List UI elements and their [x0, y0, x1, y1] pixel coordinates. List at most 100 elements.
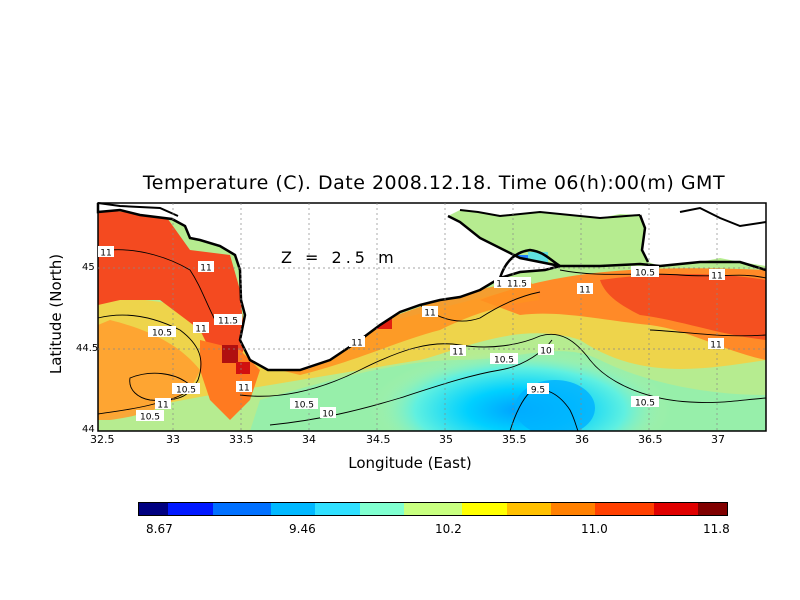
contour-label: 11 — [452, 348, 463, 358]
contour-label-box — [98, 246, 114, 257]
contour-label-box — [193, 322, 209, 333]
x-tick-label: 35.5 — [502, 433, 527, 446]
colorbar — [138, 502, 728, 516]
colorbar-swatch — [653, 503, 669, 515]
colorbar-swatch — [197, 503, 213, 515]
colorbar-swatch — [638, 503, 654, 515]
colorbar-swatch — [550, 503, 566, 515]
colorbar-swatch — [330, 503, 345, 515]
colorbar-swatch — [609, 503, 625, 515]
colorbar-swatch — [403, 503, 419, 515]
colorbar-label: 9.46 — [289, 522, 316, 536]
contour-label-box — [631, 396, 659, 407]
contour-label: 10 — [540, 347, 552, 357]
x-axis-label: Longitude (East) — [348, 454, 472, 472]
contour-label-box — [631, 266, 659, 277]
x-tick-label: 32.5 — [90, 433, 115, 446]
x-tick-label: 33 — [166, 433, 180, 446]
contour-label: 11 — [195, 325, 206, 335]
contour-label-box — [490, 353, 518, 364]
colorbar-label: 10.2 — [435, 522, 462, 536]
contour-label: 10.5 — [140, 413, 160, 423]
colorbar-swatch — [565, 503, 581, 515]
y-axis-label: Latitude (North) — [47, 253, 65, 375]
contour-label: 11 — [710, 341, 721, 351]
contour-label-box — [155, 398, 171, 409]
contour-label-box — [538, 344, 554, 355]
colorbar-swatch — [344, 503, 360, 515]
colorbar-swatch — [300, 503, 316, 515]
contour-label: 10.5 — [152, 329, 172, 339]
contour-label-box — [172, 383, 200, 394]
colorbar-swatch — [168, 503, 184, 515]
contour-label: 11 — [100, 249, 111, 259]
colorbar-swatch — [506, 503, 522, 515]
colorbar-label: 11.0 — [581, 522, 608, 536]
contour-label-box — [422, 306, 438, 317]
x-tick-label: 36 — [575, 433, 589, 446]
colorbar-swatch — [712, 503, 728, 515]
colorbar-swatch — [227, 503, 242, 515]
colorbar-swatch — [477, 503, 492, 515]
colorbar-swatch — [594, 503, 610, 515]
x-tick-label: 34.5 — [366, 433, 391, 446]
contour-label: 10.5 — [176, 386, 196, 396]
colorbar-swatch — [212, 503, 228, 515]
contour-label: 11 — [238, 384, 249, 394]
contour-label-box — [214, 314, 242, 325]
x-tick-label: 33.5 — [229, 433, 254, 446]
contour-label: 10 — [322, 410, 334, 420]
contour-labels: 11 11 10.5 11 11.5 10.5 11 10.5 11 11 10.5 10 11 11 11… — [98, 246, 725, 423]
contour-label: 10.5 — [494, 356, 514, 366]
colorbar-swatch — [139, 503, 154, 515]
land-mask — [96, 202, 767, 372]
colorbar-swatch — [433, 503, 448, 515]
colorbar-swatch — [491, 503, 507, 515]
contour-label-box — [709, 269, 725, 280]
contour-label: 11.5 — [507, 280, 527, 290]
contour-label: 11 — [424, 309, 435, 319]
contour-label-box — [148, 326, 176, 337]
x-tick-label: 34 — [302, 433, 316, 446]
contour-label: 11 — [579, 286, 590, 296]
colorbar-swatch — [256, 503, 272, 515]
x-tick-label: 36.5 — [638, 433, 663, 446]
chart-title: Temperature (C). Date 2008.12.18. Time 0… — [142, 172, 726, 194]
colorbar-label: 8.67 — [146, 522, 173, 536]
contour-label-box — [577, 283, 593, 294]
contour-label-box — [198, 261, 214, 272]
colorbar-swatch — [668, 503, 684, 515]
contour-label-box — [320, 407, 336, 418]
contour-label: 11 — [351, 339, 362, 349]
contour-label-box — [236, 381, 252, 392]
y-tick-label: 44 — [82, 424, 95, 435]
colorbar-swatch — [271, 503, 287, 515]
contour-label-box — [349, 336, 365, 347]
colorbar-swatch — [683, 503, 698, 515]
contour-label-box — [450, 345, 466, 356]
colorbar-swatch — [580, 503, 595, 515]
colorbar-swatch — [153, 503, 169, 515]
colorbar-swatch — [535, 503, 551, 515]
colorbar-swatch — [447, 503, 463, 515]
contour-label-box — [136, 410, 164, 421]
y-tick-label: 44.5 — [76, 343, 99, 354]
x-tick-label: 37 — [711, 433, 725, 446]
depth-label: Z = 2.5 m — [281, 248, 398, 267]
colorbar-swatch — [388, 503, 404, 515]
colorbar-swatch — [697, 503, 713, 515]
x-tick-label: 35 — [439, 433, 453, 446]
colorbar-swatch — [374, 503, 389, 515]
y-tick-label: 45 — [82, 262, 95, 273]
contour-label-box — [503, 277, 531, 288]
contour-label-box — [494, 277, 510, 288]
contour-label: 10.5 — [635, 269, 655, 279]
contour-label-box — [708, 338, 724, 349]
plot-frame — [97, 202, 767, 432]
contour-label: 11 — [157, 401, 168, 411]
contour-label: 10.5 — [635, 399, 655, 409]
colorbar-swatch — [315, 503, 331, 515]
colorbar-swatch — [462, 503, 478, 515]
contour-label: 11 — [200, 264, 211, 274]
